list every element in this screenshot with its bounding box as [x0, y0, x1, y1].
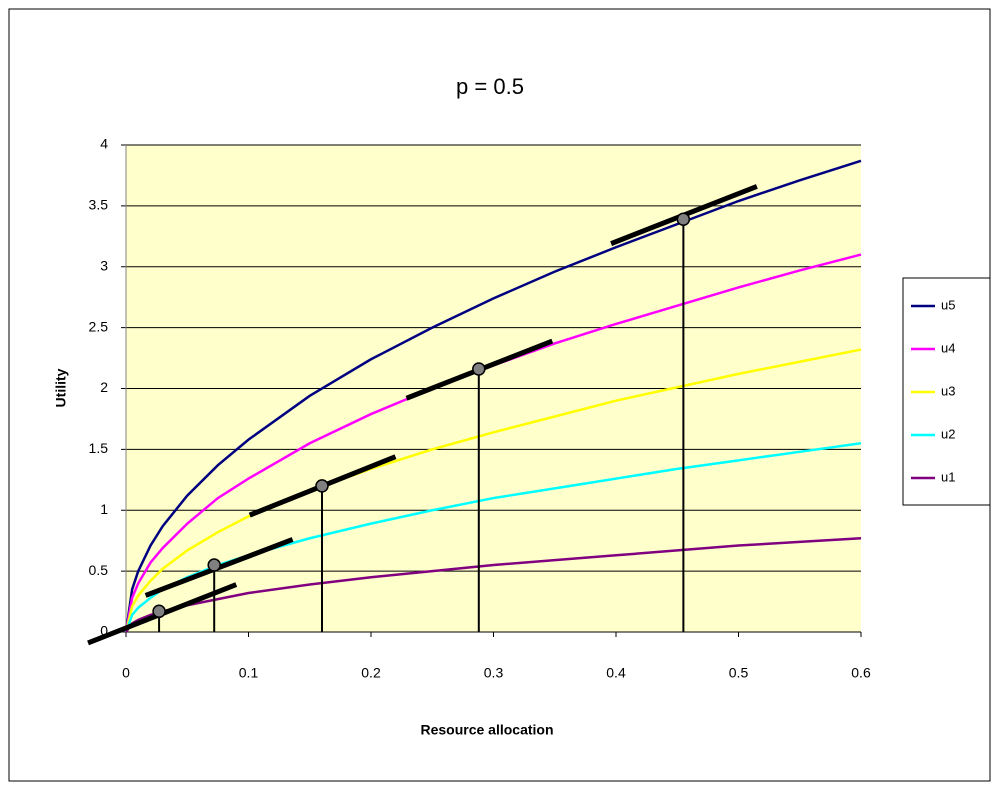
legend-label: u3	[941, 383, 955, 398]
legend-label: u1	[941, 469, 955, 484]
y-tick-label: 0	[100, 623, 108, 639]
y-tick-label: 2	[100, 379, 108, 395]
y-tick-label: 0.5	[89, 562, 109, 578]
x-tick-label: 0.6	[851, 665, 871, 681]
x-tick-label: 0.3	[484, 665, 504, 681]
y-tick-label: 3	[100, 257, 108, 273]
y-tick-label: 1	[100, 501, 108, 517]
point	[315, 479, 329, 493]
y-tick-label: 1.5	[89, 440, 109, 456]
y-tick-label: 3.5	[89, 197, 109, 213]
legend-label: u2	[941, 426, 955, 441]
series-line	[124, 253, 862, 633]
x-tick-label: 0	[122, 665, 130, 681]
x-axis-label: Resource allocation	[420, 722, 553, 738]
legend-label: u4	[941, 340, 955, 355]
y-axis-label: Utility	[53, 368, 69, 407]
series-line	[124, 442, 862, 633]
legend-label: u5	[941, 297, 955, 312]
x-tick-label: 0.5	[729, 665, 749, 681]
y-tick-label: 2.5	[89, 318, 109, 334]
point	[676, 212, 691, 227]
series-line	[124, 537, 862, 633]
x-tick-label: 0.4	[606, 665, 626, 681]
x-tick-label: 0.2	[361, 665, 381, 681]
x-tick-label: 0.1	[239, 665, 259, 681]
point	[207, 558, 221, 572]
point	[472, 362, 486, 376]
y-tick-label: 4	[100, 136, 108, 152]
chart-title: p = 0.5	[456, 74, 524, 99]
point	[152, 604, 166, 619]
